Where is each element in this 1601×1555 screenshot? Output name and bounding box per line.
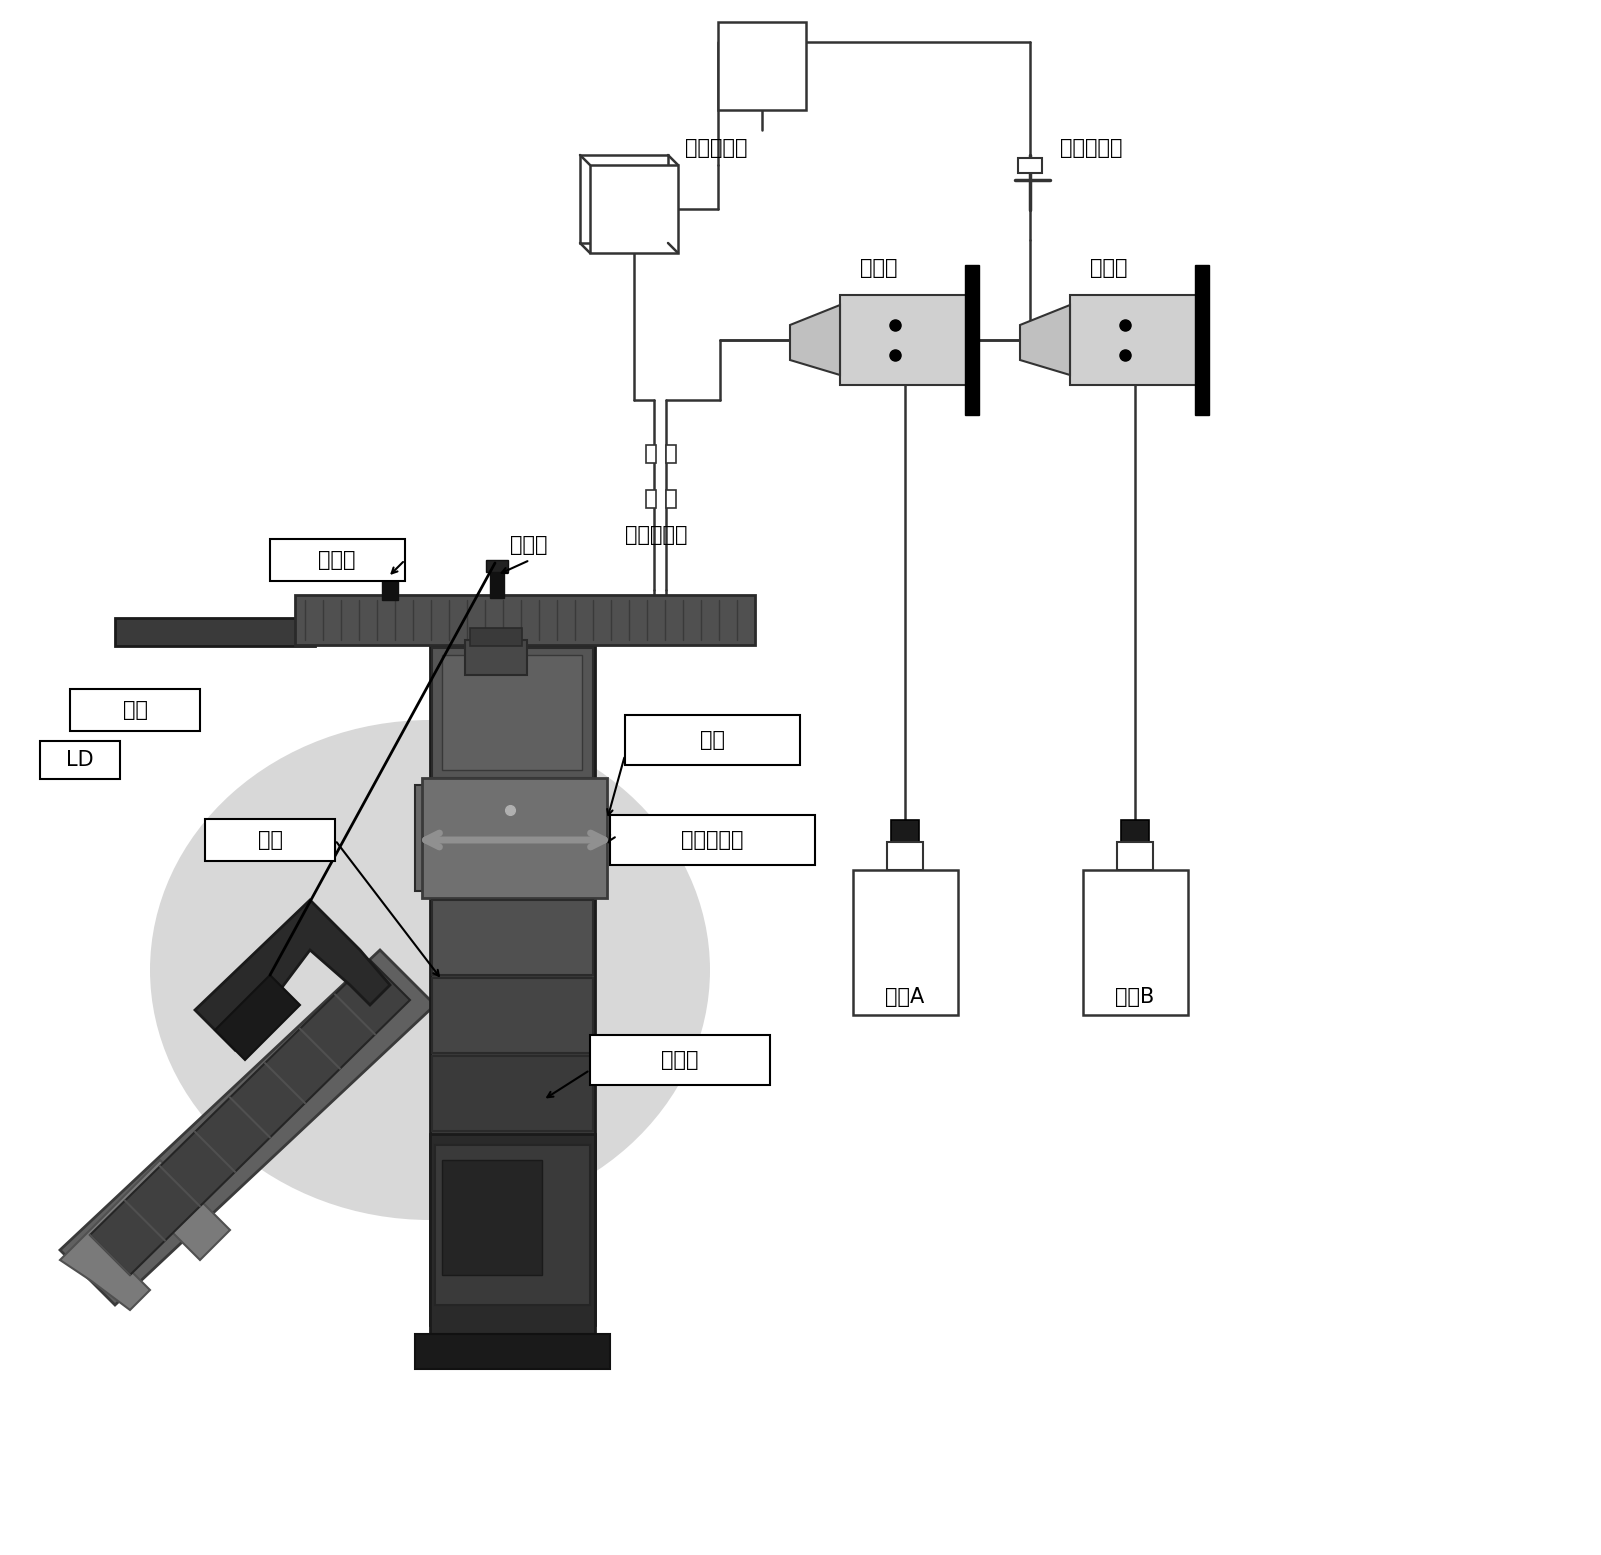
Polygon shape	[789, 305, 841, 375]
Ellipse shape	[150, 720, 709, 1221]
Bar	[432, 1056, 592, 1130]
Bar	[1117, 841, 1153, 869]
Bar	[115, 617, 315, 645]
Bar	[295, 596, 756, 645]
Bar	[645, 445, 656, 463]
Text: 样品池: 样品池	[511, 535, 548, 555]
Bar	[624, 715, 800, 765]
Bar	[490, 568, 504, 599]
Bar	[841, 295, 970, 386]
Bar	[205, 819, 335, 861]
Bar	[1194, 264, 1209, 415]
Text: LD: LD	[66, 750, 94, 770]
Text: 激发: 激发	[123, 700, 147, 720]
Bar	[435, 1144, 591, 1305]
Text: 开关: 开关	[700, 729, 725, 750]
Text: 透镜: 透镜	[258, 830, 282, 851]
Bar	[464, 641, 527, 675]
Bar	[666, 445, 676, 463]
Text: 基底泵: 基底泵	[1090, 258, 1127, 278]
Text: 检测器: 检测器	[661, 1050, 698, 1070]
Bar	[471, 628, 522, 645]
Text: 气泡检测器: 气泡检测器	[685, 138, 748, 159]
Bar	[378, 558, 402, 571]
Text: 传感器: 传感器	[319, 550, 355, 571]
Bar	[645, 490, 656, 508]
Polygon shape	[215, 975, 299, 1061]
Text: 基底B: 基底B	[1116, 987, 1154, 1008]
Bar	[442, 655, 583, 770]
Text: 基底分配器: 基底分配器	[624, 526, 687, 544]
Text: 压力传感器: 压力传感器	[1060, 138, 1122, 159]
Polygon shape	[1020, 305, 1069, 375]
Bar	[70, 689, 200, 731]
Bar	[487, 560, 508, 572]
Bar	[271, 540, 405, 582]
Bar	[415, 785, 607, 891]
Text: 发射滤波器: 发射滤波器	[680, 830, 743, 851]
Bar	[853, 869, 957, 1015]
Bar	[431, 645, 596, 1325]
Bar	[415, 1334, 610, 1368]
Bar	[432, 900, 592, 975]
Bar	[1121, 819, 1150, 841]
Bar	[431, 1134, 596, 1334]
Bar	[383, 564, 399, 600]
Bar	[887, 841, 924, 869]
Bar	[1082, 869, 1188, 1015]
Polygon shape	[59, 1160, 231, 1309]
Bar	[40, 742, 120, 779]
Bar	[591, 165, 677, 253]
Polygon shape	[59, 950, 435, 1305]
Bar	[610, 815, 815, 865]
Bar	[442, 1160, 543, 1275]
Bar	[717, 22, 805, 110]
Text: 基底A: 基底A	[885, 987, 925, 1008]
Text: 基底泵: 基底泵	[860, 258, 898, 278]
Bar	[580, 156, 668, 243]
Bar	[591, 1036, 770, 1085]
Bar	[666, 490, 676, 508]
Polygon shape	[195, 900, 391, 1050]
Bar	[1018, 159, 1042, 173]
Bar	[432, 648, 592, 778]
Polygon shape	[90, 959, 410, 1275]
Bar	[892, 819, 919, 841]
Bar	[1069, 295, 1201, 386]
Bar	[965, 264, 978, 415]
Bar	[432, 978, 592, 1053]
Bar	[423, 778, 607, 897]
